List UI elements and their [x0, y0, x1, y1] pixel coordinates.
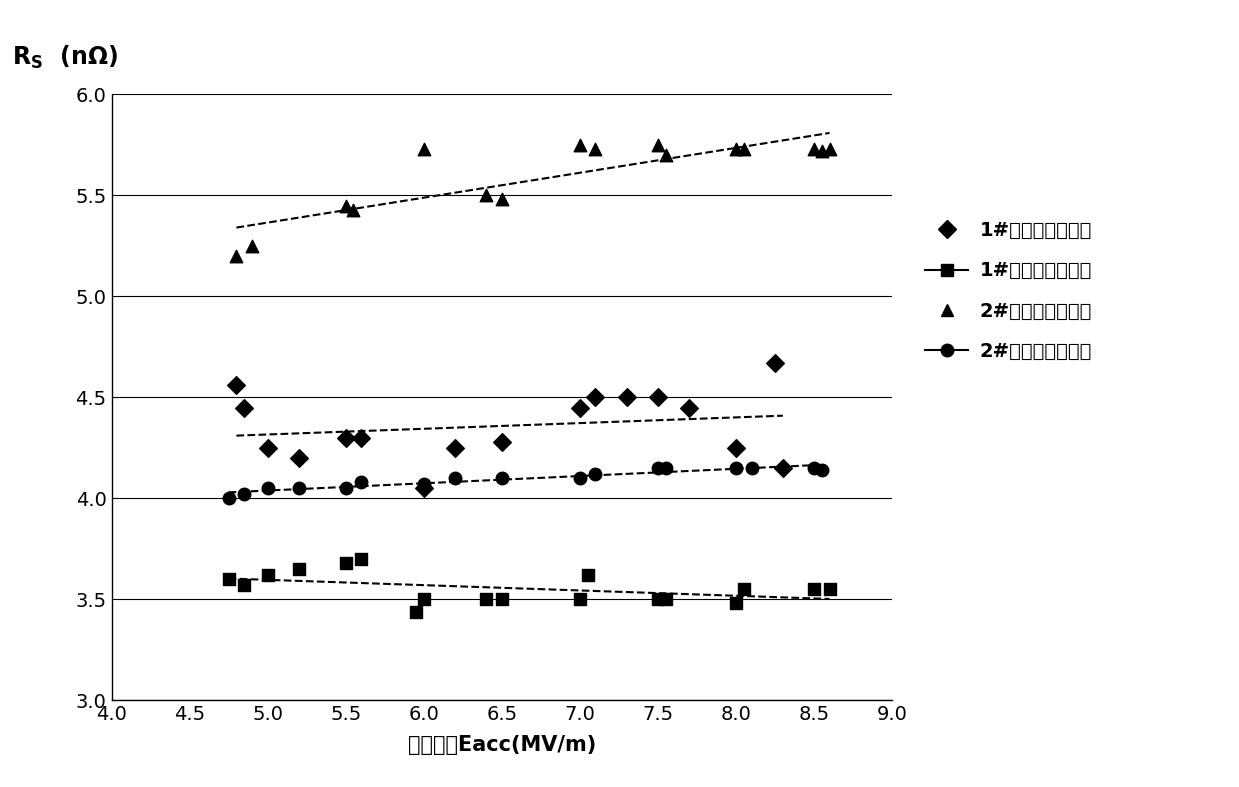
Point [726, 597, 746, 610]
Point [336, 199, 356, 212]
Point [218, 573, 238, 586]
Point [570, 139, 590, 151]
Point [733, 142, 753, 155]
Point [234, 488, 254, 501]
Point [570, 472, 590, 485]
Point [577, 569, 597, 582]
Point [804, 462, 824, 475]
Point [445, 472, 465, 485]
Legend: 1#腔（氮掘杂前）, 1#腔（氮掘杂后）, 2#腔（氮掘杂前）, 2#腔（氮掘杂后）: 1#腔（氮掘杂前）, 1#腔（氮掘杂后）, 2#腔（氮掘杂前）, 2#腔（氮掘杂… [917, 213, 1100, 369]
Point [726, 142, 746, 155]
Point [648, 139, 668, 151]
Point [820, 142, 840, 155]
Point [336, 556, 356, 569]
Point [227, 379, 247, 392]
Point [258, 569, 278, 582]
Point [492, 435, 512, 448]
Point [804, 583, 824, 596]
Point [352, 552, 372, 565]
Point [234, 401, 254, 414]
Point [414, 478, 434, 490]
Text: $\mathbf{R_S}$  (nΩ): $\mathbf{R_S}$ (nΩ) [12, 43, 119, 71]
Point [218, 492, 238, 504]
Point [414, 593, 434, 606]
Point [648, 593, 668, 606]
Point [764, 357, 786, 369]
X-axis label: 加速梯度Eacc(MV/m): 加速梯度Eacc(MV/m) [408, 735, 596, 756]
Point [812, 464, 831, 476]
Point [476, 593, 496, 606]
Point [617, 391, 637, 404]
Point [570, 401, 590, 414]
Point [289, 482, 309, 495]
Point [586, 468, 606, 481]
Point [733, 583, 753, 596]
Point [726, 442, 746, 454]
Point [476, 189, 496, 201]
Point [289, 563, 309, 575]
Point [679, 401, 699, 414]
Point [352, 476, 372, 489]
Point [773, 462, 793, 475]
Point [414, 142, 434, 155]
Point [492, 472, 512, 485]
Point [655, 593, 675, 606]
Point [352, 431, 372, 444]
Point [570, 593, 590, 606]
Point [820, 583, 840, 596]
Point [812, 145, 831, 157]
Point [492, 193, 512, 205]
Point [655, 462, 675, 475]
Point [445, 442, 465, 454]
Point [258, 442, 278, 454]
Point [289, 452, 309, 464]
Point [586, 142, 606, 155]
Point [414, 482, 434, 495]
Point [343, 203, 363, 216]
Point [492, 593, 512, 606]
Point [655, 149, 675, 161]
Point [242, 239, 261, 252]
Point [648, 462, 668, 475]
Point [406, 605, 426, 618]
Point [648, 391, 668, 404]
Point [336, 431, 356, 444]
Point [227, 249, 247, 262]
Point [234, 579, 254, 592]
Point [742, 462, 762, 475]
Point [258, 482, 278, 495]
Point [804, 142, 824, 155]
Point [726, 462, 746, 475]
Point [586, 391, 606, 404]
Point [336, 482, 356, 495]
